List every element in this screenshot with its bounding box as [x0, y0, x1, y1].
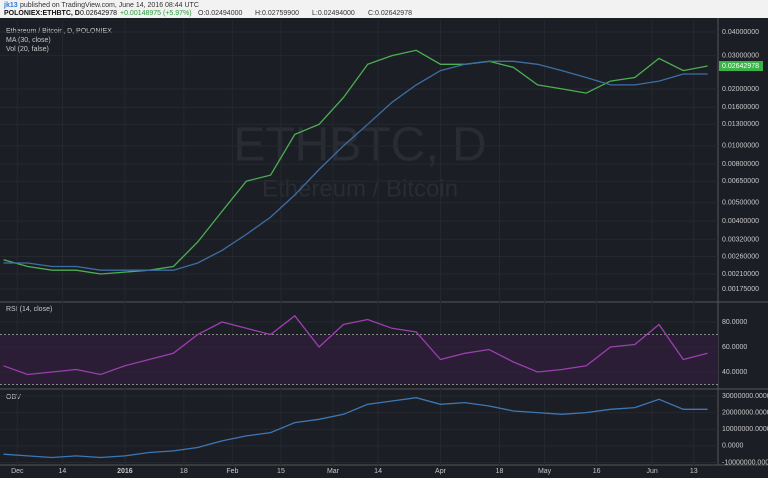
- y-tick-label: 80.0000: [722, 319, 747, 326]
- x-tick-label: 15: [277, 468, 285, 475]
- x-tick-label: 14: [59, 468, 67, 475]
- y-tick-label: 0.00320000: [722, 236, 759, 243]
- pane-title: OBV: [6, 394, 21, 401]
- x-tick-label: 14: [374, 468, 382, 475]
- y-tick-label: 60.0000: [722, 344, 747, 351]
- high: H:0.02759900: [255, 10, 299, 17]
- y-tick-label: 0.04000000: [722, 29, 759, 36]
- series-line: [3, 314, 708, 376]
- y-tick-label: 40.0000: [722, 369, 747, 376]
- series-line: [3, 60, 708, 271]
- y-tick-label: 0.01600000: [722, 104, 759, 111]
- last-price-box: [719, 61, 763, 72]
- last: 0.02642978: [80, 10, 117, 17]
- x-tick-label: Jun: [646, 468, 657, 475]
- symbol: POLONIEX:ETHBTC, D: [4, 10, 80, 17]
- watermark-sub: Ethereum / Bitcoin: [262, 175, 458, 202]
- y-tick-label: 30000000.0000: [722, 393, 768, 400]
- y-tick-label: 0.00500000: [722, 200, 759, 207]
- series-line: [3, 49, 708, 275]
- x-tick-label: 16: [593, 468, 601, 475]
- y-tick-label: -10000000.0000: [722, 459, 768, 466]
- y-tick-label: 0.00650000: [722, 178, 759, 185]
- x-tick-label: Feb: [226, 468, 238, 475]
- low: L:0.02494000: [312, 10, 355, 17]
- y-tick-label: 0.03000000: [722, 52, 759, 59]
- y-tick-label: 10000000.0000: [722, 426, 768, 433]
- x-tick-label: 2016: [117, 468, 133, 475]
- x-tick-label: 18: [496, 468, 504, 475]
- x-tick-label: Apr: [435, 468, 447, 475]
- close: C:0.02642978: [368, 10, 412, 17]
- change: +0.00148975 (+5.97%): [120, 10, 192, 17]
- header-bar: [0, 0, 768, 18]
- y-tick-label: 0.0000: [722, 443, 744, 450]
- open: O:0.02494000: [198, 10, 242, 17]
- x-tick-label: May: [538, 468, 552, 475]
- last-price-label: 0.02642978: [722, 63, 759, 70]
- watermark: ETHBTC, D: [233, 119, 486, 172]
- x-tick-label: Dec: [11, 468, 24, 475]
- y-tick-label: 20000000.0000: [722, 409, 768, 416]
- y-tick-label: 0.00260000: [722, 253, 759, 260]
- published: published on TradingView.com, June 14, 2…: [20, 2, 199, 9]
- note: Vol (20, false): [6, 46, 49, 53]
- pane-title: Ethereum / Bitcoin, D, POLONIEX: [6, 28, 112, 35]
- y-tick-label: 0.02000000: [722, 86, 759, 93]
- y-tick-label: 0.00400000: [722, 218, 759, 225]
- y-tick-label: 0.00210000: [722, 271, 759, 278]
- pane-title: RSI (14, close): [6, 306, 52, 313]
- legend-entry: MA (30, close): [6, 37, 51, 44]
- publisher: jk13: [3, 2, 18, 9]
- x-tick-label: 18: [180, 468, 188, 475]
- series-line: [3, 397, 708, 459]
- y-tick-label: 0.00175000: [722, 286, 759, 293]
- x-tick-label: Mar: [327, 468, 340, 475]
- y-tick-label: 0.01300000: [722, 121, 759, 128]
- y-tick-label: 0.00800000: [722, 161, 759, 168]
- x-tick-label: 13: [690, 468, 698, 475]
- rsi-band: [0, 334, 718, 385]
- y-tick-label: 0.01000000: [722, 143, 759, 150]
